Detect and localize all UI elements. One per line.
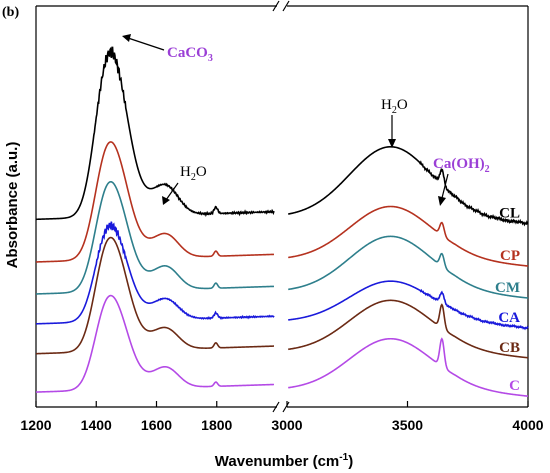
series-group (35, 46, 529, 397)
x-tick-label-1600: 1600 (141, 417, 172, 433)
caoh2-label-main: Ca(OH) (433, 156, 485, 172)
x-axis-title-exp: -1 (339, 452, 348, 463)
series-label-CM: CM (495, 280, 520, 296)
panel-label: (b) (2, 5, 19, 20)
annotation-h2o-left: H2O (162, 164, 207, 205)
series-label-CA: CA (498, 310, 520, 326)
caco3-label-main: CaCO (167, 45, 208, 61)
series-label-CL: CL (499, 205, 520, 221)
h2o-left-label-main: H (180, 164, 191, 180)
x-tick-label-3000: 3000 (271, 417, 302, 433)
h2o-left-label: H2O (180, 164, 207, 183)
caoh2-label-sub: 2 (485, 164, 490, 175)
x-tick-label-1800: 1800 (201, 417, 232, 433)
caco3-arrow-head (122, 34, 131, 42)
h2o-right-label-end: O (397, 97, 408, 113)
h2o-left-arrow-line (165, 182, 179, 201)
x-axis-title: Wavenumber (cm-1) (215, 452, 353, 470)
h2o-right-label: H2O (381, 97, 408, 116)
series-CA-line-right (288, 280, 529, 331)
series-CL-line-right (288, 145, 529, 227)
series-C-line-right (288, 337, 529, 397)
h2o-left-arrow-head (162, 196, 170, 205)
series-C-line-left (35, 294, 275, 393)
series-label-C: C (509, 378, 520, 394)
x-tick-label-4000: 4000 (512, 417, 543, 433)
h2o-right-label-sub: 2 (392, 105, 397, 116)
h2o-left-label-sub: 2 (191, 172, 196, 183)
caco3-arrow-line (127, 37, 165, 51)
x-tick-label-1400: 1400 (81, 417, 112, 433)
h2o-right-label-main: H (381, 97, 392, 113)
series-CP-line-left (35, 141, 275, 263)
series-label-CB: CB (499, 340, 520, 356)
axes-frame (35, 0, 529, 413)
series-CA-line-left (35, 221, 275, 325)
x-axis-title-close: ) (348, 453, 353, 470)
y-axis-title: Absorbance (a.u.) (4, 142, 21, 269)
series-CB-line-right (288, 299, 529, 359)
axis-break-top (272, 0, 290, 12)
caco3-label: CaCO3 (167, 45, 213, 64)
series-label-CP: CP (500, 248, 520, 264)
h2o-right-arrow-head (388, 139, 396, 148)
annotation-h2o-right: H2O (381, 97, 408, 148)
axis-break-bottom (272, 401, 290, 413)
series-CM-line-left (35, 180, 275, 295)
x-tick-label-1200: 1200 (20, 417, 51, 433)
series-CP-line-right (288, 205, 529, 267)
annotation-caoh2: Ca(OH)2 (433, 156, 490, 206)
caoh2-label: Ca(OH)2 (433, 156, 490, 175)
series-CB-line-left (35, 236, 275, 355)
caoh2-arrow-head (438, 196, 446, 206)
annotation-caco3: CaCO3 (122, 34, 213, 64)
h2o-left-label-end: O (196, 164, 207, 180)
x-ticks: 1200 1400 1600 1800 3000 3500 4000 (20, 401, 544, 433)
x-tick-label-3500: 3500 (392, 417, 423, 433)
caco3-label-sub: 3 (208, 53, 213, 64)
series-CM-line-right (288, 235, 529, 299)
series-CL-line-left (35, 46, 275, 221)
caoh2-arrow-line (441, 173, 449, 199)
x-axis-title-main: Wavenumber (cm (215, 453, 339, 470)
curve-labels: CL CP CM CA CB C (495, 205, 520, 394)
